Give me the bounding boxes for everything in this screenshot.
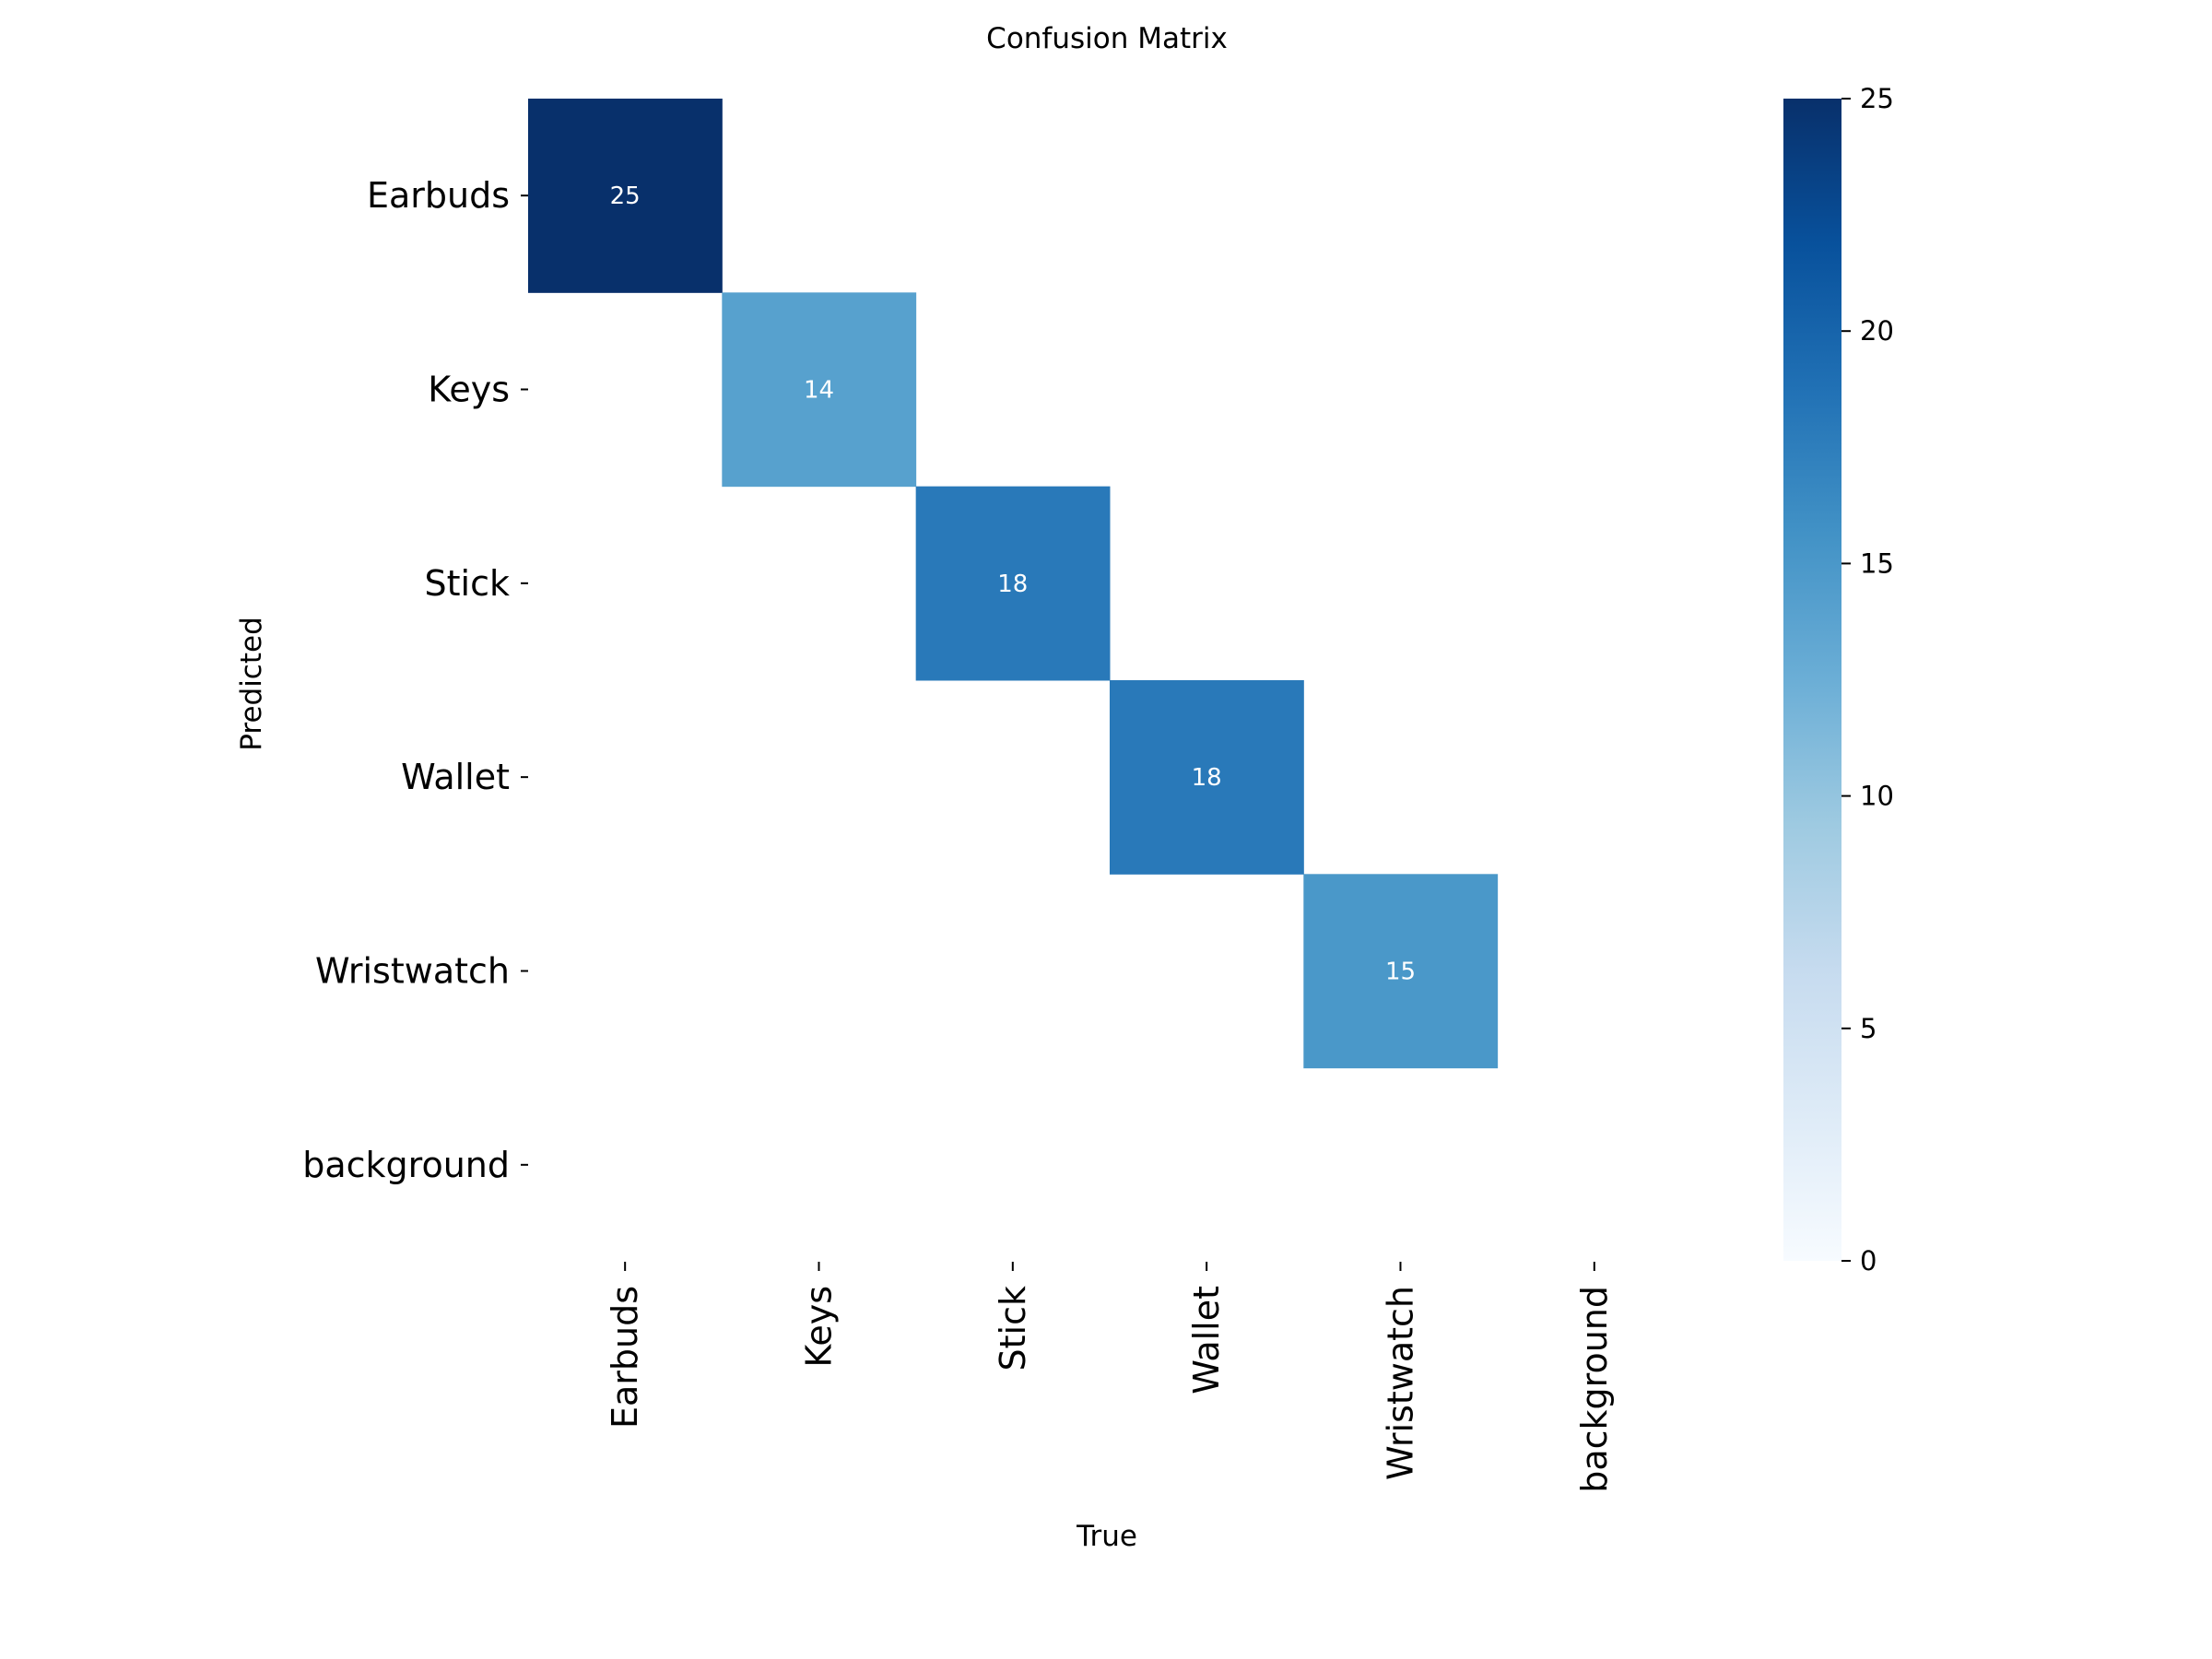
heatmap-cell-Wallet-Wallet bbox=[1109, 679, 1304, 875]
colorbar-tick-label-10: 10 bbox=[1860, 781, 1894, 812]
x-tick-label-Earbuds: Earbuds bbox=[605, 1286, 645, 1429]
y-tick-label-Stick: Stick bbox=[425, 563, 510, 604]
x-tick-label-Keys: Keys bbox=[798, 1286, 839, 1368]
y-axis-ticks: Earbuds Keys Stick Wallet Wristwatch backgrou… bbox=[302, 175, 528, 1185]
y-axis-label: Predicted bbox=[235, 617, 268, 751]
heatmap-cell-Stick-Stick bbox=[915, 486, 1111, 681]
cell-value-Wallet-Wallet: 18 bbox=[1192, 764, 1222, 792]
heatmap-cells bbox=[528, 99, 1499, 1069]
x-axis-label: True bbox=[1076, 1520, 1137, 1553]
cell-value-Wristwatch-Wristwatch: 15 bbox=[1385, 958, 1416, 985]
heatmap-cell-labels: 25 14 18 18 15 bbox=[610, 182, 1416, 985]
colorbar-tick-label-5: 5 bbox=[1860, 1013, 1877, 1044]
y-tick-label-Keys: Keys bbox=[428, 369, 510, 409]
heatmap-cell-Keys-Keys bbox=[722, 292, 917, 488]
colorbar-tick-label-20: 20 bbox=[1860, 315, 1894, 347]
x-tick-label-Wristwatch: Wristwatch bbox=[1380, 1286, 1420, 1480]
chart-title: Confusion Matrix bbox=[986, 22, 1228, 55]
y-tick-label-background: background bbox=[302, 1145, 510, 1185]
colorbar-tick-label-25: 25 bbox=[1860, 83, 1894, 114]
colorbar-ticks: 0 5 10 15 20 25 bbox=[1841, 83, 1894, 1277]
heatmap-cell-Earbuds-Earbuds bbox=[528, 99, 723, 293]
cell-value-Keys-Keys: 14 bbox=[804, 376, 834, 404]
x-tick-label-Stick: Stick bbox=[993, 1286, 1033, 1371]
heatmap-cell-Wristwatch-Wristwatch bbox=[1303, 874, 1499, 1069]
x-tick-label-background: background bbox=[1574, 1286, 1615, 1493]
cell-value-Earbuds-Earbuds: 25 bbox=[610, 182, 641, 210]
y-tick-label-Wallet: Wallet bbox=[401, 757, 510, 797]
x-axis-ticks: Earbuds Keys Stick Wallet Wristwatch backgrou… bbox=[605, 1261, 1615, 1493]
y-tick-label-Earbuds: Earbuds bbox=[367, 175, 510, 216]
x-tick-label-Wallet: Wallet bbox=[1186, 1286, 1227, 1394]
colorbar-tick-label-15: 15 bbox=[1860, 547, 1894, 579]
y-tick-label-Wristwatch: Wristwatch bbox=[315, 950, 510, 991]
colorbar-tick-label-0: 0 bbox=[1860, 1245, 1877, 1277]
cell-value-Stick-Stick: 18 bbox=[997, 571, 1028, 598]
colorbar bbox=[1783, 99, 1841, 1261]
